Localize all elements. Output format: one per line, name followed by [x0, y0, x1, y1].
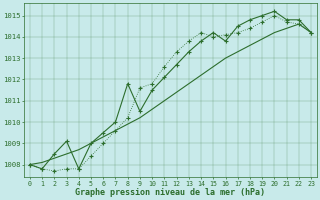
X-axis label: Graphe pression niveau de la mer (hPa): Graphe pression niveau de la mer (hPa): [76, 188, 266, 197]
